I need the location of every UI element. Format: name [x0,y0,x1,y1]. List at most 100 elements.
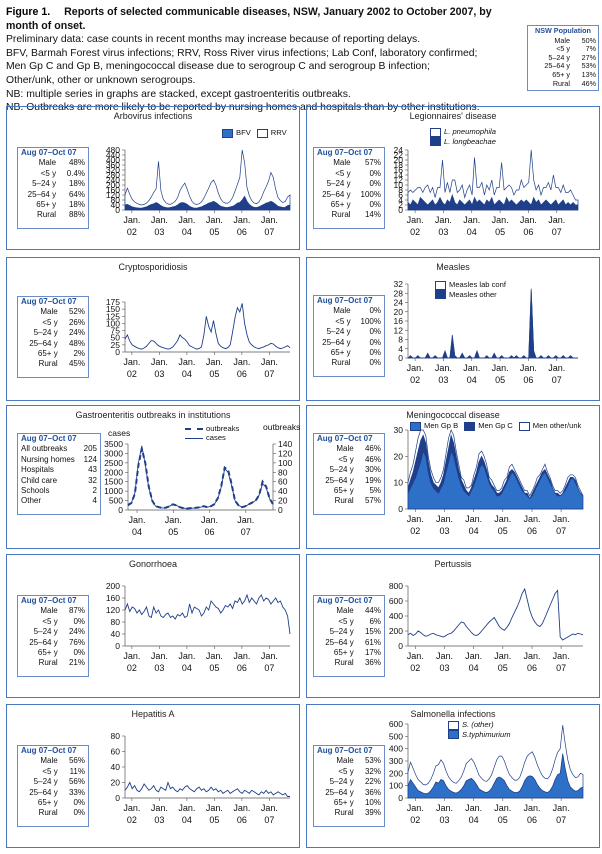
stats-box: Aug 07–Oct 07 Male 44% <5 y 6% 5–24 y 15% 25–64… [313,595,385,677]
note-line: Men Gp C and Gp B, meningococcal disease… [6,61,430,73]
legend-item: Measles lab conf [435,280,506,290]
stats-value: 0.4% [66,168,85,178]
stats-value: 18% [68,200,85,210]
stats-row: Rural 0% [18,808,88,818]
stats-row: Other 4 [18,496,100,506]
nsw-label: <5 y [556,44,570,54]
stats-label: 65+ y [330,348,351,358]
legend-swatch [518,421,530,431]
legend: Men Gp B Men Gp C Men other/unk [410,421,587,431]
nsw-population-row: 25–64 y 53% [528,62,598,71]
stats-box: Aug 07–Oct 07 Male 87% <5 y 0% 5–24 y 24% 25–64… [17,595,89,677]
stats-label: <5 y [338,454,354,464]
nsw-population-row: 5–24 y 27% [528,53,598,63]
legend-label: RRV [270,128,287,137]
legend-label: Men Gp B [424,421,459,430]
stats-value: 0% [369,168,381,178]
stats-label: 25–64 y [325,475,354,485]
stats-heading: Aug 07–Oct 07 [21,297,77,306]
legend-swatch [185,428,203,430]
stats-table: Male 87% <5 y 0% 5–24 y 24% 25–64 y 76% 65+ y 0% R… [18,606,88,668]
salm-panel: Salmonella infections Aug 07–Oct 07 Male 53… [306,704,600,848]
stats-label: Hospitals [21,465,54,475]
stats-value: 0% [369,327,381,337]
stats-label: Rural [334,808,354,818]
legend-swatch [185,437,203,439]
stats-label: 5–24 y [326,327,351,337]
stats-value: 10% [364,798,381,808]
stats-value: 0% [369,179,381,189]
stats-value: 61% [364,637,381,647]
stats-table: Male 0% <5 y 100% 5–24 y 0% 25–64 y 0% 65+ y 0% Ru… [314,306,384,368]
stats-row: <5 y 6% [314,617,384,627]
stats-box: Aug 07–Oct 07 Male 0% <5 y 100% 5–24 y 0% 25–64… [313,295,385,377]
chart-title: Arbovirus infections [113,111,193,121]
stats-label: 25–64 y [29,787,58,797]
stats-box: Aug 07–Oct 07 Male 52% <5 y 26% 5–24 y 24% 25–6… [17,296,89,378]
stats-label: All outbreaks [21,444,68,454]
stats-label: <5 y [42,317,58,327]
legend-swatch [448,730,459,739]
legend-label: Measles lab conf [449,280,506,289]
stats-box: Aug 07–Oct 07 Male 53% <5 y 32% 5–24 y 22% 25–6… [313,745,385,827]
legend-item: cases [185,433,239,442]
gastro-panel: Gastroenteritis outbreaks in institution… [6,405,300,549]
stats-row: 65+ y 0% [314,348,384,358]
stats-row: Child care 32 [18,476,100,486]
stats-value: 24% [68,328,85,338]
stats-label: Male [336,606,354,616]
stats-row: Rural 39% [314,808,384,818]
chart-title: Cryptosporidiosis [118,262,188,272]
legend-swatch [430,137,441,146]
stats-value: 205 [83,444,97,454]
stats-row: <5 y 11% [18,767,88,777]
legend-item: S.typhimurium [448,730,511,739]
stats-label: <5 y [335,168,351,178]
stats-value: 17% [364,648,381,658]
stats-value: 4 [92,496,97,506]
stats-value: 15% [364,627,381,637]
figure-header: Figure 1. Reports of selected communicabl… [6,6,526,115]
stats-table: Male 56% <5 y 11% 5–24 y 56% 25–64 y 33% 65+ y 0%… [18,756,88,818]
stats-heading: Aug 07–Oct 07 [317,148,373,157]
stats-heading: Aug 07–Oct 07 [317,746,373,755]
stats-row: 5–24 y 56% [18,777,88,787]
stats-row: 5–24 y 18% [18,179,88,189]
note-line: Other/unk, other or unknown serogroups. [6,74,196,86]
stats-label: 5–24 y [33,777,58,787]
nsw-label: 25–64 y [544,61,570,71]
gono-panel: Gonorrhoea Aug 07–Oct 07 Male 87% <5 y 0% 5–24… [6,554,300,698]
stats-value: 39% [364,808,381,818]
legend-item: Men Gp B [410,421,459,431]
nsw-value: 13% [581,69,596,79]
stats-label: Rural [38,808,58,818]
stats-label: Rural [38,658,58,668]
legend: BFV RRV [222,128,293,138]
legend-item: Men other/unk [518,421,581,431]
stats-row: Rural 0% [314,358,384,368]
stats-row: 65+ y 0% [18,798,88,808]
stats-label: Rural [334,658,354,668]
chart-title: Salmonella infections [410,709,496,719]
stats-row: 25–64 y 0% [314,338,384,348]
stats-row: <5 y 0% [314,169,384,179]
stats-box: Aug 07–Oct 07 Male 56% <5 y 11% 5–24 y 56% 25–6… [17,745,89,827]
crypto-panel: Cryptosporidiosis Aug 07–Oct 07 Male 52% <5 … [6,257,300,401]
stats-value: 52% [68,307,85,317]
stats-row: 65+ y 2% [18,349,88,359]
pert-panel: Pertussis Aug 07–Oct 07 Male 44% <5 y 6% 5–24 … [306,554,600,698]
stats-label: 5–24 y [329,777,354,787]
stats-label: Male [333,158,351,168]
stats-label: Rural [334,496,354,506]
stats-row: 25–64 y 48% [18,339,88,349]
stats-label: 65+ y [333,648,354,658]
stats-row: 65+ y 0% [314,200,384,210]
stats-label: Child care [21,475,58,485]
legion-panel: Legionnaires' disease Aug 07–Oct 07 Male 57… [306,106,600,250]
legend: L. pneumophila L. longbeachae [430,127,496,146]
stats-label: <5 y [338,616,354,626]
stats-label: 5–24 y [32,179,57,189]
stats-row: Male 53% [314,756,384,766]
stats-row: 25–64 y 33% [18,788,88,798]
stats-label: Male [336,756,354,766]
